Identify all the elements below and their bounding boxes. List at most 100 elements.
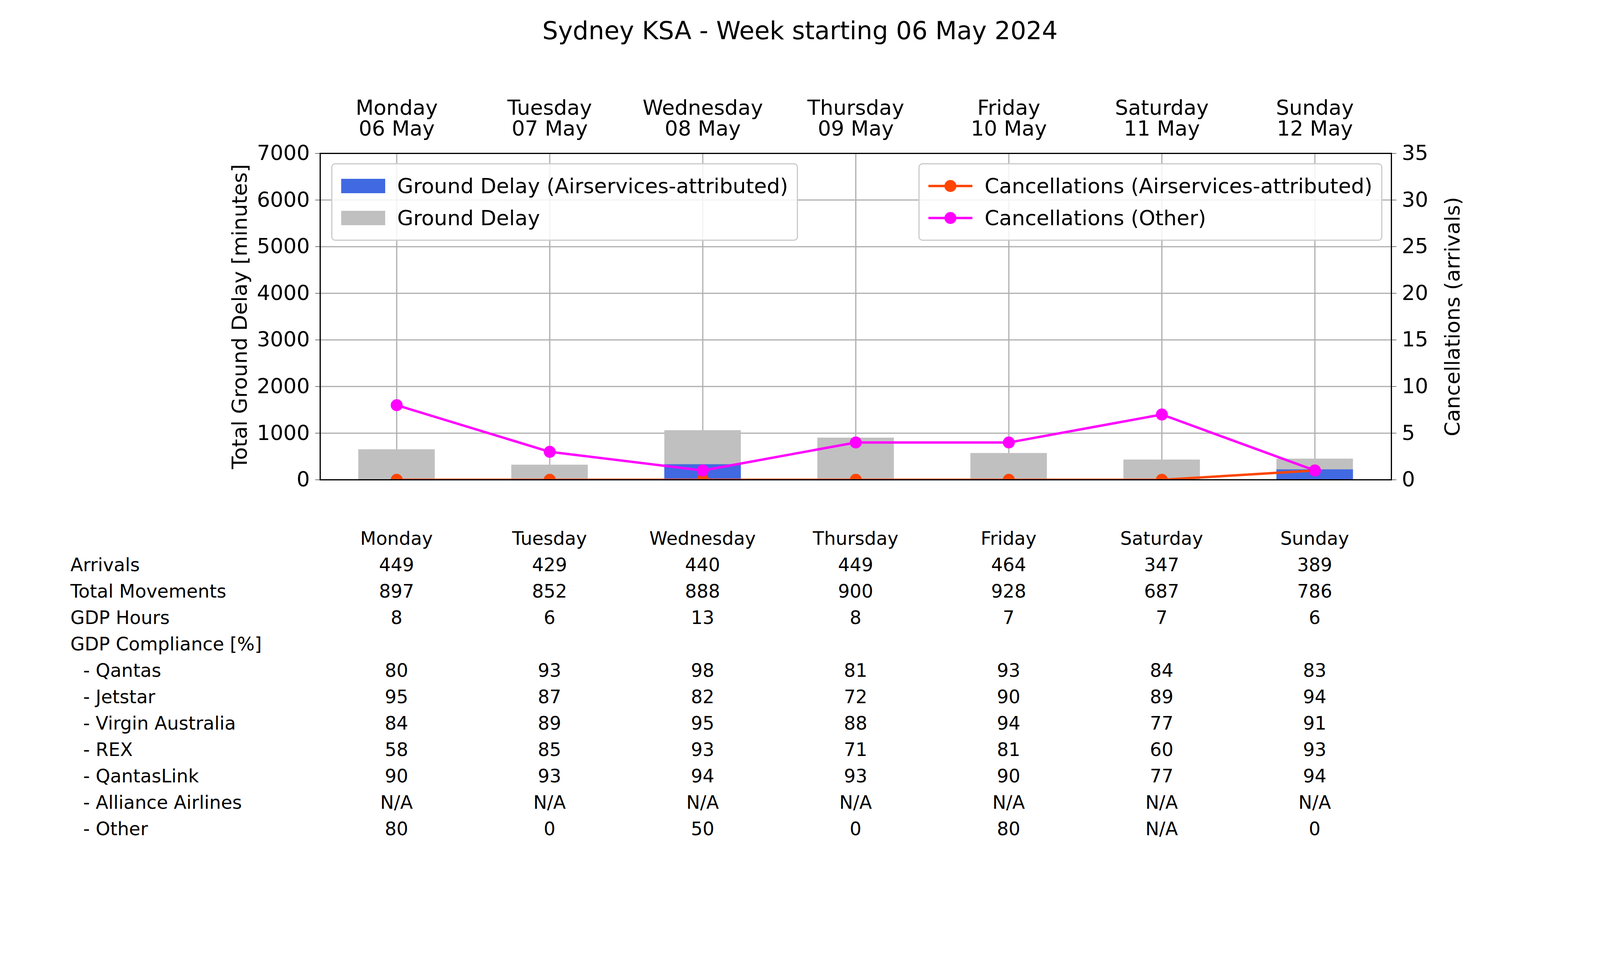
svg-text:Thursday: Thursday bbox=[812, 527, 899, 550]
svg-text:81: 81 bbox=[844, 659, 868, 682]
svg-text:58: 58 bbox=[384, 738, 409, 761]
svg-text:440: 440 bbox=[685, 554, 721, 576]
svg-text:13: 13 bbox=[690, 606, 715, 629]
svg-text:84: 84 bbox=[384, 712, 409, 734]
svg-text:- Virgin Australia: - Virgin Australia bbox=[83, 712, 236, 734]
svg-text:N/A: N/A bbox=[992, 791, 1026, 814]
svg-text:1000: 1000 bbox=[256, 420, 310, 445]
svg-text:Total Movements: Total Movements bbox=[70, 580, 227, 602]
svg-text:429: 429 bbox=[532, 554, 568, 576]
svg-text:6: 6 bbox=[1308, 606, 1321, 629]
svg-text:- REX: - REX bbox=[83, 738, 133, 761]
svg-text:94: 94 bbox=[690, 765, 715, 787]
svg-text:Total Ground Delay [minutes]: Total Ground Delay [minutes] bbox=[227, 164, 252, 470]
svg-text:94: 94 bbox=[1302, 686, 1327, 708]
svg-text:GDP Hours: GDP Hours bbox=[70, 606, 170, 629]
svg-text:2000: 2000 bbox=[256, 374, 310, 398]
svg-text:84: 84 bbox=[1150, 659, 1174, 682]
svg-text:449: 449 bbox=[378, 554, 414, 576]
svg-text:0: 0 bbox=[296, 467, 310, 492]
svg-text:80: 80 bbox=[996, 818, 1021, 840]
svg-text:89: 89 bbox=[1150, 686, 1174, 708]
svg-text:98: 98 bbox=[690, 659, 715, 682]
svg-text:0: 0 bbox=[1308, 818, 1321, 840]
svg-text:87: 87 bbox=[538, 686, 562, 708]
svg-text:95: 95 bbox=[690, 712, 715, 734]
svg-text:687: 687 bbox=[1144, 580, 1180, 602]
svg-text:Wednesday: Wednesday bbox=[649, 527, 756, 550]
svg-text:71: 71 bbox=[844, 738, 868, 761]
svg-text:Cancellations (arrivals): Cancellations (arrivals) bbox=[1440, 196, 1465, 437]
svg-text:93: 93 bbox=[538, 765, 562, 787]
svg-text:N/A: N/A bbox=[839, 791, 872, 814]
svg-text:Friday: Friday bbox=[980, 527, 1037, 550]
svg-text:852: 852 bbox=[532, 580, 568, 602]
svg-text:Sunday12 May: Sunday12 May bbox=[1276, 95, 1354, 141]
svg-text:90: 90 bbox=[996, 686, 1021, 708]
svg-text:25: 25 bbox=[1402, 234, 1429, 258]
svg-text:GDP Compliance [%]: GDP Compliance [%] bbox=[70, 633, 262, 655]
svg-text:8: 8 bbox=[849, 606, 862, 629]
svg-text:91: 91 bbox=[1302, 712, 1327, 734]
svg-text:10: 10 bbox=[1402, 374, 1429, 398]
svg-text:6: 6 bbox=[543, 606, 556, 629]
svg-text:81: 81 bbox=[996, 738, 1021, 761]
svg-text:90: 90 bbox=[996, 765, 1021, 787]
svg-text:7: 7 bbox=[1002, 606, 1015, 629]
svg-text:3000: 3000 bbox=[256, 327, 310, 352]
svg-text:347: 347 bbox=[1144, 554, 1180, 576]
svg-text:8: 8 bbox=[390, 606, 403, 629]
svg-text:0: 0 bbox=[1402, 467, 1416, 492]
svg-text:93: 93 bbox=[690, 738, 715, 761]
svg-text:0: 0 bbox=[543, 818, 556, 840]
svg-text:7000: 7000 bbox=[256, 140, 310, 165]
svg-text:- Jetstar: - Jetstar bbox=[83, 686, 156, 708]
svg-text:5000: 5000 bbox=[256, 234, 310, 258]
svg-text:30: 30 bbox=[1402, 187, 1429, 212]
svg-text:89: 89 bbox=[538, 712, 562, 734]
svg-text:N/A: N/A bbox=[1145, 818, 1178, 840]
svg-text:Arrivals: Arrivals bbox=[70, 554, 140, 576]
svg-text:93: 93 bbox=[844, 765, 868, 787]
svg-text:Tuesday07 May: Tuesday07 May bbox=[507, 95, 593, 141]
svg-text:- Other: - Other bbox=[83, 818, 148, 840]
svg-text:Monday06 May: Monday06 May bbox=[355, 95, 438, 141]
svg-text:94: 94 bbox=[1302, 765, 1327, 787]
svg-text:Wednesday08 May: Wednesday08 May bbox=[642, 95, 763, 141]
svg-text:72: 72 bbox=[844, 686, 868, 708]
svg-text:449: 449 bbox=[838, 554, 874, 576]
svg-text:93: 93 bbox=[996, 659, 1021, 682]
svg-text:77: 77 bbox=[1150, 765, 1174, 787]
svg-text:77: 77 bbox=[1150, 712, 1174, 734]
svg-text:95: 95 bbox=[384, 686, 409, 708]
svg-text:83: 83 bbox=[1302, 659, 1327, 682]
svg-text:93: 93 bbox=[1302, 738, 1327, 761]
svg-text:5: 5 bbox=[1402, 420, 1416, 445]
svg-text:N/A: N/A bbox=[533, 791, 566, 814]
svg-text:888: 888 bbox=[685, 580, 721, 602]
svg-text:389: 389 bbox=[1297, 554, 1333, 576]
svg-text:Friday10 May: Friday10 May bbox=[970, 95, 1047, 141]
svg-text:80: 80 bbox=[384, 818, 409, 840]
svg-text:786: 786 bbox=[1297, 580, 1333, 602]
svg-text:N/A: N/A bbox=[1298, 791, 1332, 814]
svg-text:6000: 6000 bbox=[256, 187, 310, 212]
svg-text:0: 0 bbox=[849, 818, 862, 840]
svg-text:35: 35 bbox=[1402, 140, 1429, 165]
svg-text:Saturday: Saturday bbox=[1120, 527, 1203, 550]
svg-text:50: 50 bbox=[690, 818, 715, 840]
svg-text:Thursday09 May: Thursday09 May bbox=[807, 95, 905, 141]
svg-text:60: 60 bbox=[1150, 738, 1174, 761]
svg-text:Monday: Monday bbox=[360, 527, 433, 550]
svg-text:82: 82 bbox=[690, 686, 715, 708]
svg-text:897: 897 bbox=[378, 580, 414, 602]
svg-text:93: 93 bbox=[538, 659, 562, 682]
svg-text:N/A: N/A bbox=[380, 791, 414, 814]
svg-text:4000: 4000 bbox=[256, 280, 310, 305]
svg-text:464: 464 bbox=[991, 554, 1027, 576]
svg-text:Saturday11 May: Saturday11 May bbox=[1114, 95, 1209, 141]
svg-text:900: 900 bbox=[838, 580, 874, 602]
svg-text:15: 15 bbox=[1402, 327, 1429, 352]
svg-text:Tuesday: Tuesday bbox=[511, 527, 587, 550]
svg-text:94: 94 bbox=[996, 712, 1021, 734]
